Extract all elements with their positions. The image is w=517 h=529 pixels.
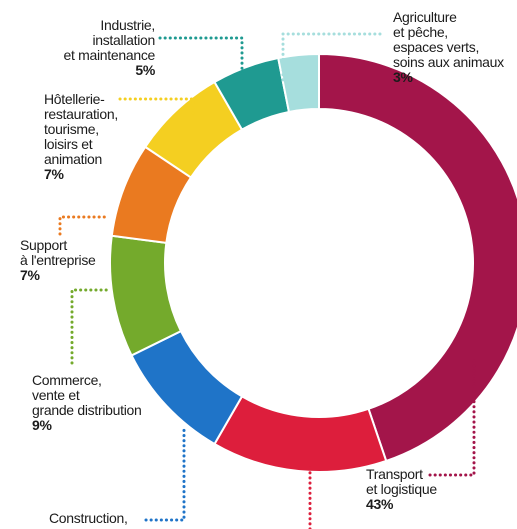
label-hotellerie-line3: tourisme, [44, 121, 99, 137]
label-hotellerie-line1: Hôtellerie- [44, 91, 105, 107]
leader-transport [428, 355, 476, 477]
label-construction-line1: Construction, [49, 510, 128, 526]
slice-agriculture [277, 52, 320, 114]
label-commerce: Commerce, vente et grande distribution 9… [32, 373, 142, 433]
label-hotellerie: Hôtellerie- restauration, tourisme, lois… [44, 92, 118, 182]
label-transport-pct: 43% [366, 496, 394, 512]
label-industrie-line2: installation [92, 32, 155, 48]
label-support-line2: à l'entreprise [20, 252, 96, 268]
label-construction: Construction, [49, 511, 128, 526]
label-agriculture-line1: Agriculture [393, 9, 457, 25]
label-agriculture-line4: soins aux animaux [393, 54, 504, 70]
label-transport-line2: et logistique [366, 481, 437, 497]
label-agriculture-line3: espaces verts, [393, 39, 480, 55]
label-commerce-line3: grande distribution [32, 402, 142, 418]
label-agriculture-line2: et pêche, [393, 24, 448, 40]
label-industrie-line3: et maintenance [63, 47, 155, 63]
label-industrie: Industrie, installation et maintenance 5… [40, 18, 155, 78]
label-agriculture-pct: 3% [393, 69, 413, 85]
label-hotellerie-line2: restauration, [44, 106, 118, 122]
label-hotellerie-pct: 7% [44, 166, 64, 182]
slice-transport [318, 52, 517, 463]
leader-commerce [70, 288, 112, 365]
label-commerce-line1: Commerce, [32, 372, 102, 388]
label-industrie-line1: Industrie, [100, 17, 155, 33]
label-hotellerie-line5: animation [44, 151, 103, 167]
leader-support [58, 215, 110, 236]
leader-hotellerie [118, 97, 195, 117]
label-industrie-pct: 5% [135, 62, 155, 78]
label-support: Support à l'entreprise 7% [20, 238, 96, 283]
label-commerce-pct: 9% [32, 417, 52, 433]
label-commerce-line2: vente et [32, 387, 80, 403]
label-hotellerie-line4: loisirs et [44, 136, 93, 152]
leader-agriculture [281, 32, 382, 82]
label-transport: Transport et logistique 43% [366, 467, 437, 512]
leader-industrie [158, 36, 244, 82]
label-support-pct: 7% [20, 267, 40, 283]
leader-lines [58, 32, 476, 529]
slice-public [213, 395, 388, 473]
label-support-line1: Support [20, 237, 67, 253]
label-transport-line1: Transport [366, 466, 423, 482]
leader-construction [144, 424, 186, 522]
label-agriculture: Agriculture et pêche, espaces verts, soi… [393, 10, 504, 85]
donut-slices [109, 52, 517, 473]
